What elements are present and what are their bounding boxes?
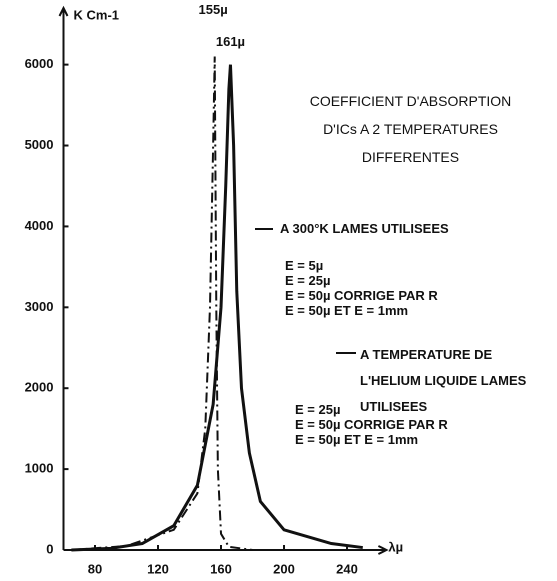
peak-label: 155µ (199, 2, 228, 17)
title-line: DIFFERENTES (361, 149, 460, 165)
y-tick-label: 4000 (25, 218, 54, 233)
series-line (71, 56, 253, 551)
y-tick-label: 3000 (25, 299, 54, 314)
y-tick-label: 1000 (25, 461, 54, 476)
x-tick-label: 200 (273, 561, 295, 576)
chart-title: COEFFICIENT D'ABSORPTION D'ICs A 2 TEMPE… (268, 90, 553, 168)
x-axis-label: λµ (388, 539, 403, 554)
y-tick-label: 5000 (25, 137, 54, 152)
x-tick-label: 240 (336, 561, 358, 576)
legend-entry: A 300°K LAMES UTILISEES (280, 221, 449, 236)
y-tick-label: 0 (46, 541, 53, 556)
legend-sample: E = 50µ ET E = 1mm (295, 432, 419, 447)
y-axis-label: K Cm-1 (74, 7, 120, 22)
series-line (71, 64, 363, 552)
legend-sample: E = 25µ (285, 273, 331, 288)
title-line: COEFFICIENT D'ABSORPTION (309, 93, 512, 109)
y-tick-label: 6000 (25, 56, 54, 71)
legend-sample: E = 5µ (285, 258, 324, 273)
title-line: D'ICs A 2 TEMPERATURES (323, 121, 498, 137)
peak-label: 161µ (216, 34, 245, 49)
legend-sample: E = 50µ CORRIGE PAR R (295, 417, 448, 432)
legend-sample: E = 50µ ET E = 1mm (285, 303, 409, 318)
legend-sample: E = 50µ CORRIGE PAR R (285, 288, 438, 303)
x-tick-label: 160 (210, 561, 232, 576)
legend-dash (255, 228, 273, 230)
x-tick-label: 80 (88, 561, 102, 576)
x-tick-label: 120 (147, 561, 169, 576)
legend-sample: E = 25µ (295, 402, 341, 417)
y-tick-label: 2000 (25, 380, 54, 395)
legend-entry: A TEMPERATURE DE L'HELIUM LIQUIDE LAMES … (360, 347, 527, 414)
y-arrow (58, 5, 69, 17)
x-arrow (377, 545, 389, 555)
legend-dash (336, 352, 356, 354)
